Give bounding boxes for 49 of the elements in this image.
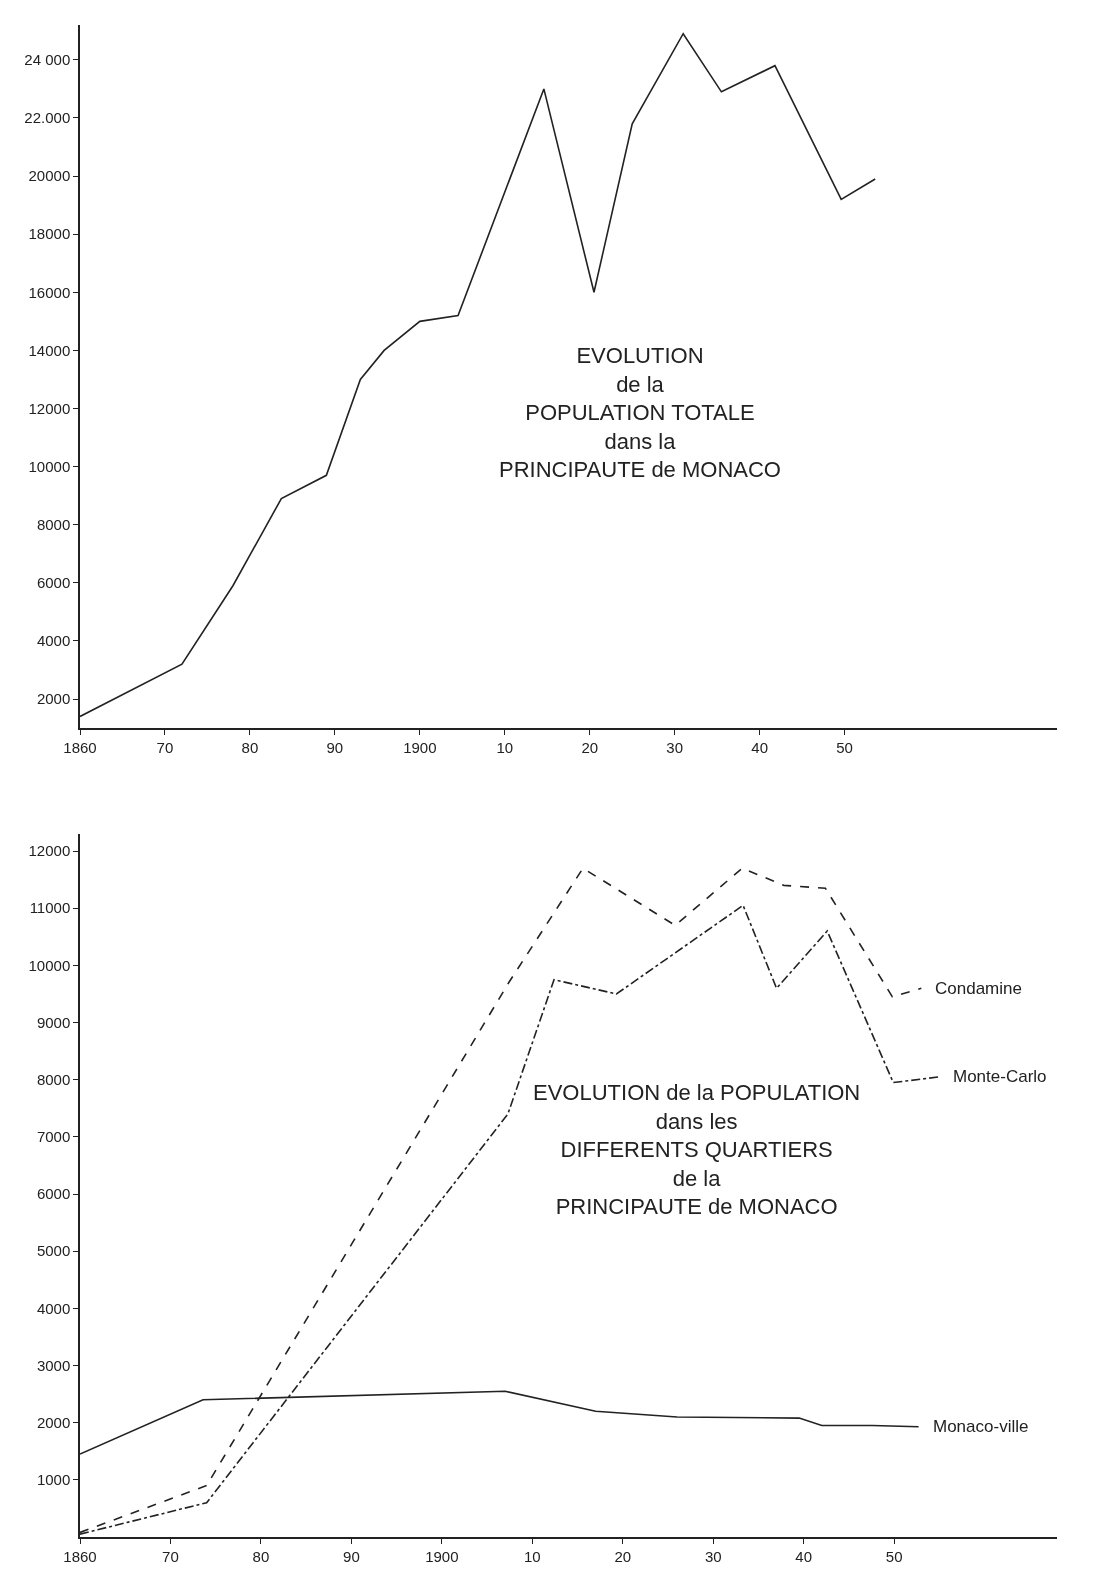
y-tick-label: 8000 [36, 515, 71, 533]
text: EVOLUTION de la POPULATION dans les DIFFERENTS QUARTIERS de la PRINCIPAUTE de MONACO [533, 1080, 861, 1220]
y-tick-label: 2000 [36, 690, 71, 708]
y-tick-label: 12000 [28, 842, 71, 860]
y-tick-label: 4000 [36, 632, 71, 650]
x-tick-label: 10 [523, 1547, 541, 1565]
x-tick-label: 20 [581, 738, 599, 756]
y-tick-label: 10000 [28, 956, 71, 974]
x-tick-label: 30 [704, 1547, 722, 1565]
x-tick-label: 1860 [63, 738, 97, 756]
y-tick-label: 14000 [28, 341, 71, 359]
y-tick-label: 22.000 [24, 109, 71, 127]
y-tick-label: 8000 [36, 1070, 71, 1088]
text: EVOLUTION de la POPULATION TOTALE dans la PRINCIPAUTE de MONACO [499, 343, 781, 483]
x-tick-label: 40 [795, 1547, 813, 1565]
y-tick-label: 4000 [36, 1299, 71, 1317]
y-tick-label: 6000 [36, 1185, 71, 1203]
x-tick-label: 30 [666, 738, 684, 756]
x-tick-label: 70 [162, 1547, 179, 1565]
series-label: Monte-Carlo [953, 1067, 1047, 1086]
series-label: Monaco-ville [933, 1417, 1029, 1436]
x-tick-label: 1900 [425, 1547, 459, 1565]
x-tick-label: 90 [326, 738, 344, 756]
y-tick-label: 12000 [28, 399, 71, 417]
y-tick-label: 20000 [28, 167, 71, 185]
x-tick-label: 50 [836, 738, 853, 756]
y-tick-label: 11000 [29, 899, 71, 917]
y-tick-label: 3000 [36, 1356, 71, 1374]
x-tick-label: 50 [885, 1547, 903, 1565]
y-tick-label: 2000 [36, 1413, 71, 1431]
x-tick-label: 10 [496, 738, 514, 756]
y-tick-label: 7000 [36, 1128, 71, 1146]
y-tick-label: 1000 [36, 1471, 71, 1489]
x-tick-label: 90 [343, 1547, 360, 1565]
y-tick-label: 6000 [36, 574, 71, 592]
x-tick-label: 20 [614, 1547, 632, 1565]
y-tick-label: 9000 [36, 1013, 71, 1031]
x-tick-label: 80 [252, 1547, 270, 1565]
x-tick-label: 40 [751, 738, 768, 756]
y-tick-label: 18000 [28, 225, 71, 243]
y-tick-label: 5000 [36, 1242, 71, 1260]
x-tick-label: 1900 [403, 738, 437, 756]
y-tick-label: 24 000 [24, 51, 71, 69]
series-label: Condamine [935, 979, 1022, 998]
x-tick-label: 70 [156, 738, 174, 756]
y-tick-label: 16000 [28, 283, 71, 301]
y-tick-label: 10000 [28, 457, 71, 475]
x-tick-label: 1860 [63, 1547, 97, 1565]
x-tick-label: 80 [241, 738, 259, 756]
